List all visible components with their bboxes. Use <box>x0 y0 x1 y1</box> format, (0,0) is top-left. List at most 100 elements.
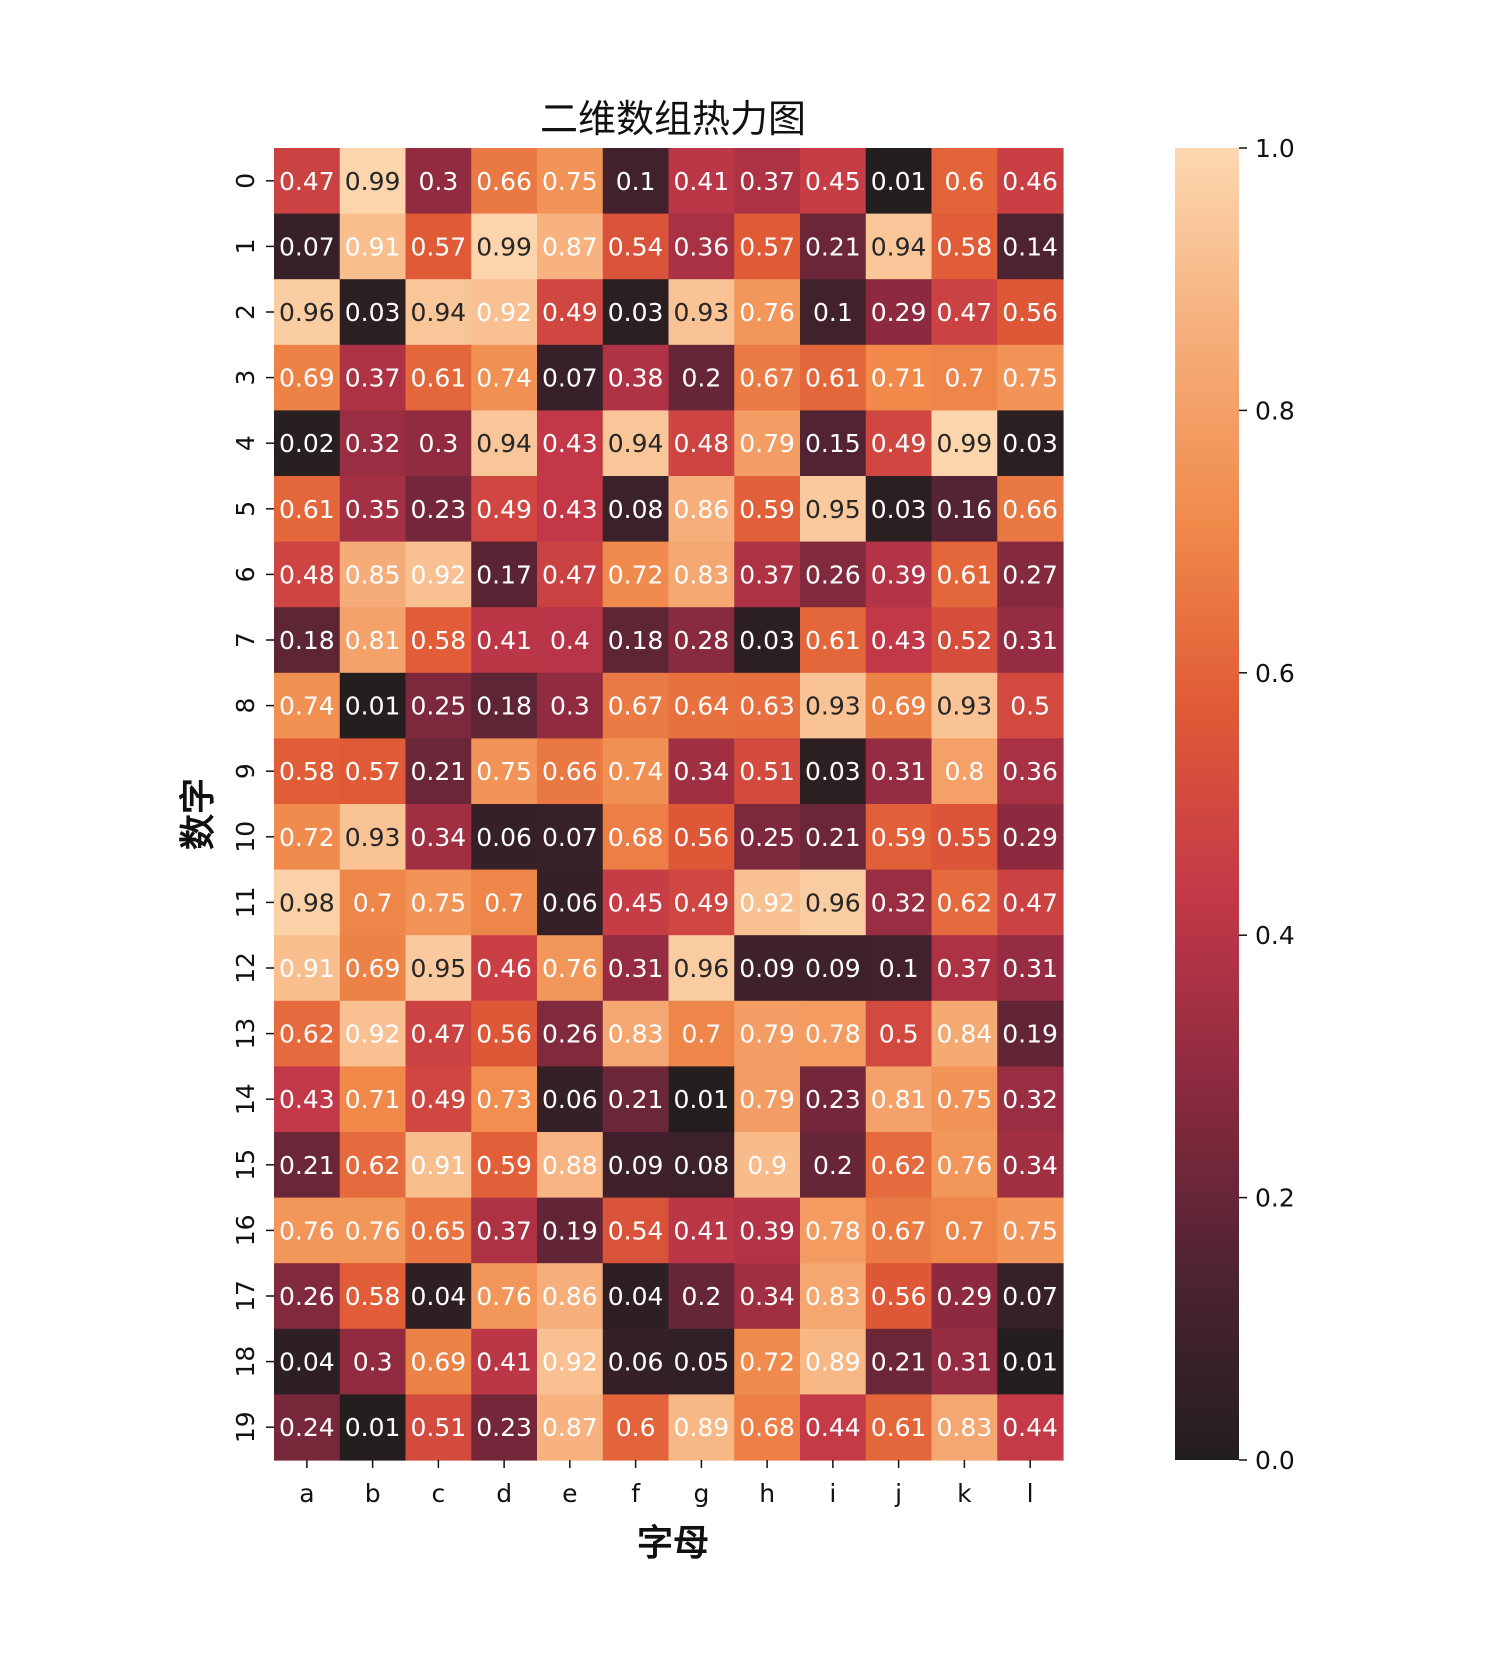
cell-value-label: 0.24 <box>279 1413 335 1442</box>
cell-value-label: 0.3 <box>353 1348 393 1377</box>
x-tick-label: a <box>299 1479 314 1508</box>
cell-value-label: 0.59 <box>739 495 795 524</box>
cell-value-label: 0.76 <box>542 954 598 983</box>
cell-value-label: 0.62 <box>871 1151 927 1180</box>
cell-value-label: 0.59 <box>871 823 927 852</box>
cell-value-label: 0.8 <box>944 757 984 786</box>
cell-value-label: 0.81 <box>871 1085 927 1114</box>
colorbar-tick-label: 0.2 <box>1255 1184 1295 1213</box>
cell-value-label: 0.17 <box>476 560 532 589</box>
cell-value-label: 0.29 <box>937 1282 993 1311</box>
cell-value-label: 0.04 <box>608 1282 664 1311</box>
cell-value-label: 0.06 <box>542 1085 598 1114</box>
cell-value-label: 0.94 <box>476 429 532 458</box>
cell-value-label: 0.75 <box>1002 1216 1058 1245</box>
cell-value-label: 0.31 <box>1002 954 1058 983</box>
cell-value-label: 0.35 <box>345 495 401 524</box>
cell-value-label: 0.79 <box>739 1085 795 1114</box>
cell-value-label: 0.54 <box>608 232 664 261</box>
cell-value-label: 0.93 <box>805 692 861 721</box>
cell-value-label: 0.66 <box>542 757 598 786</box>
cell-value-label: 0.76 <box>937 1151 993 1180</box>
cell-value-label: 0.04 <box>411 1282 467 1311</box>
cell-value-label: 0.21 <box>871 1348 927 1377</box>
cell-value-label: 0.94 <box>411 298 467 327</box>
cell-value-label: 0.74 <box>608 757 664 786</box>
cell-value-label: 0.83 <box>674 560 730 589</box>
cell-value-label: 0.06 <box>476 823 532 852</box>
cell-value-label: 0.2 <box>681 1282 721 1311</box>
cell-value-label: 0.37 <box>739 560 795 589</box>
cell-value-label: 0.2 <box>813 1151 853 1180</box>
cell-value-label: 0.96 <box>279 298 335 327</box>
cell-value-label: 0.86 <box>542 1282 598 1311</box>
cell-value-label: 0.16 <box>937 495 993 524</box>
cell-value-label: 0.06 <box>542 888 598 917</box>
cell-value-label: 0.74 <box>476 364 532 393</box>
cell-value-label: 0.43 <box>542 429 598 458</box>
x-tick-label: l <box>1027 1479 1034 1508</box>
cell-value-label: 0.69 <box>871 692 927 721</box>
cell-value-label: 0.47 <box>1002 888 1058 917</box>
cell-value-label: 0.61 <box>937 560 993 589</box>
cell-value-label: 0.47 <box>411 1020 467 1049</box>
cell-value-label: 0.69 <box>411 1348 467 1377</box>
cell-value-label: 0.15 <box>805 429 861 458</box>
cell-value-label: 0.43 <box>542 495 598 524</box>
x-tick-label: h <box>759 1479 775 1508</box>
x-tick-label: f <box>631 1479 641 1508</box>
cell-value-label: 0.75 <box>411 888 467 917</box>
cell-value-label: 0.87 <box>542 232 598 261</box>
cell-value-label: 0.61 <box>805 626 861 655</box>
y-tick-label: 0 <box>231 173 260 189</box>
cell-value-label: 0.56 <box>476 1020 532 1049</box>
colorbar-tick-label: 0.8 <box>1255 396 1295 425</box>
cell-value-label: 0.61 <box>871 1413 927 1442</box>
cell-value-label: 0.72 <box>739 1348 795 1377</box>
colorbar-tick-label: 1.0 <box>1255 134 1295 163</box>
cell-value-label: 0.43 <box>279 1085 335 1114</box>
cell-value-label: 0.95 <box>805 495 861 524</box>
cell-value-label: 0.62 <box>279 1020 335 1049</box>
y-tick-label: 16 <box>231 1214 260 1246</box>
cell-value-label: 0.75 <box>542 167 598 196</box>
cell-value-label: 0.36 <box>674 232 730 261</box>
cell-value-label: 0.41 <box>674 167 730 196</box>
cell-value-label: 0.96 <box>674 954 730 983</box>
cell-value-label: 0.91 <box>411 1151 467 1180</box>
cell-value-label: 0.31 <box>937 1348 993 1377</box>
cell-value-label: 0.68 <box>739 1413 795 1442</box>
cell-value-label: 0.79 <box>739 1020 795 1049</box>
cell-value-label: 0.3 <box>418 429 458 458</box>
cell-value-label: 0.84 <box>937 1020 993 1049</box>
x-tick-label: k <box>957 1479 972 1508</box>
cell-value-label: 0.47 <box>542 560 598 589</box>
cell-value-label: 0.44 <box>1002 1413 1058 1442</box>
cell-value-label: 0.93 <box>937 692 993 721</box>
cell-value-label: 0.54 <box>608 1216 664 1245</box>
x-axis-title: 字母 <box>637 1523 709 1564</box>
x-tick-label: b <box>365 1479 381 1508</box>
cell-value-label: 0.66 <box>1002 495 1058 524</box>
cell-value-label: 0.49 <box>674 888 730 917</box>
cell-value-label: 0.09 <box>608 1151 664 1180</box>
cell-value-label: 0.29 <box>1002 823 1058 852</box>
cell-value-label: 0.62 <box>345 1151 401 1180</box>
cell-value-label: 0.43 <box>871 626 927 655</box>
cell-value-label: 0.01 <box>871 167 927 196</box>
cell-value-label: 0.75 <box>476 757 532 786</box>
cell-value-label: 0.25 <box>739 823 795 852</box>
cell-value-label: 0.83 <box>805 1282 861 1311</box>
colorbar-tick-label: 0.6 <box>1255 659 1295 688</box>
cell-value-label: 0.7 <box>353 888 393 917</box>
cell-value-label: 0.23 <box>411 495 467 524</box>
cell-value-label: 0.01 <box>674 1085 730 1114</box>
cell-value-label: 0.76 <box>476 1282 532 1311</box>
x-tick-label: e <box>562 1479 577 1508</box>
x-tick-label: j <box>894 1479 902 1508</box>
cell-value-label: 0.21 <box>608 1085 664 1114</box>
cell-value-label: 0.75 <box>937 1085 993 1114</box>
cell-value-label: 0.78 <box>805 1216 861 1245</box>
y-tick-label: 3 <box>231 370 260 386</box>
